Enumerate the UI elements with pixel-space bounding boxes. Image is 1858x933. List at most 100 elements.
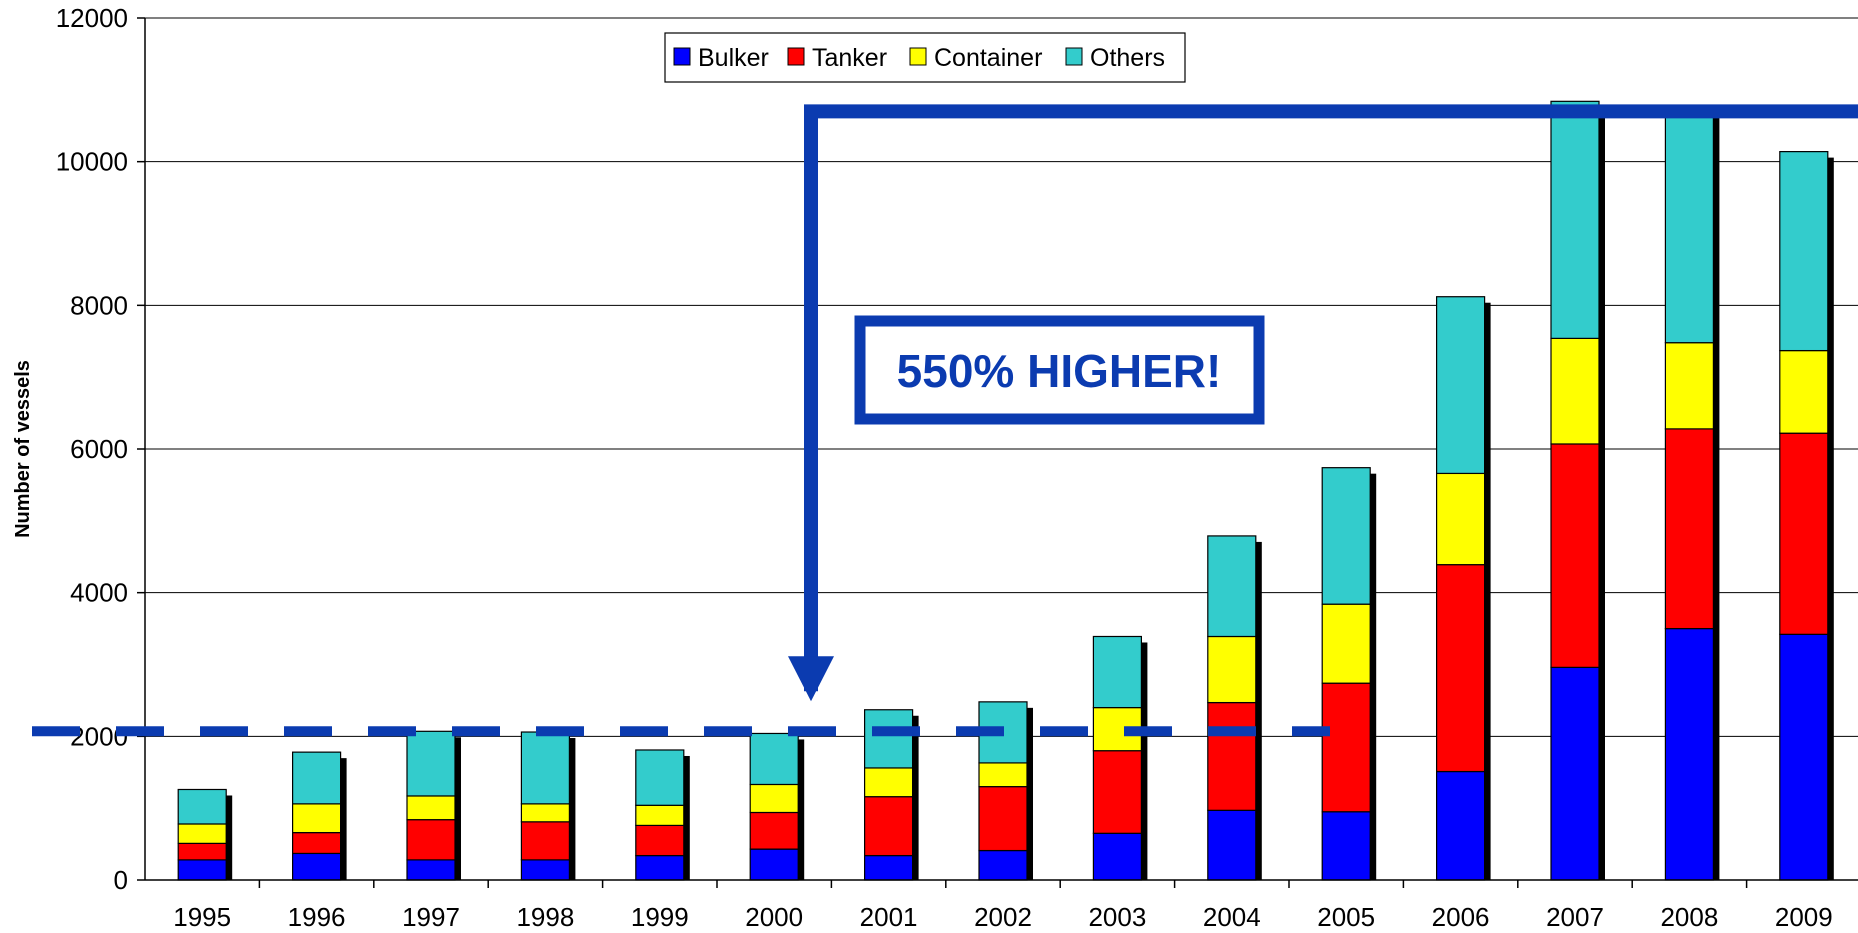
- bar-segment-tanker-1996: [292, 831, 342, 855]
- bar-segment-others-1995: [177, 788, 227, 825]
- bar-segment-others-2004: [1207, 535, 1257, 638]
- bar-shadow-1999: [683, 755, 690, 880]
- bar-segment-bulker-2007: [1550, 666, 1600, 881]
- y-tick-label-6000: 6000: [70, 434, 128, 464]
- bar-shadow-2009: [1827, 157, 1834, 881]
- legend: Bulker Tanker Container Others: [664, 32, 1186, 83]
- bar-segment-others-2006: [1435, 296, 1486, 475]
- bar-segment-bulker-1996: [292, 852, 342, 881]
- bar-shadow-2006: [1484, 302, 1491, 880]
- bar-segment-container-1998: [520, 803, 571, 823]
- bar-segment-bulker-2003: [1092, 832, 1143, 881]
- bar-segment-bulker-1995: [177, 859, 227, 881]
- bar-segment-bulker-2002: [978, 849, 1028, 881]
- bar-segment-bulker-2000: [749, 848, 799, 881]
- bar-segment-tanker-1998: [520, 821, 571, 861]
- bar-segment-tanker-2001: [863, 796, 914, 857]
- bar-segment-container-1996: [292, 803, 342, 834]
- bar-shadow-1998: [569, 738, 576, 880]
- bar-shadow-1996: [340, 758, 347, 880]
- legend-swatch-container: [909, 47, 927, 66]
- bar-shadow-2008: [1713, 111, 1720, 881]
- x-tick-label-1999: 1999: [631, 902, 689, 932]
- bar-segment-others-1998: [520, 731, 571, 805]
- bar-segment-container-1995: [177, 823, 227, 844]
- x-tick-label-2003: 2003: [1088, 902, 1146, 932]
- bar-segment-others-1997: [406, 730, 456, 797]
- y-tick-label-0: 0: [114, 865, 128, 895]
- bar-segment-bulker-2009: [1779, 633, 1829, 881]
- bar-segment-container-1997: [406, 795, 456, 821]
- bar-segment-tanker-2006: [1435, 564, 1486, 773]
- bar-segment-tanker-1995: [177, 842, 227, 861]
- bar-segment-container-1999: [635, 804, 685, 827]
- legend-swatch-bulker: [673, 47, 691, 66]
- bar-shadow-2003: [1141, 642, 1148, 880]
- bar-segment-bulker-1999: [635, 854, 685, 881]
- bar-shadow-1997: [455, 737, 461, 880]
- bar-segment-others-2009: [1779, 151, 1829, 352]
- x-tick-label-1996: 1996: [288, 902, 346, 932]
- bar-segment-others-2000: [749, 732, 799, 786]
- bar-segment-container-2002: [978, 762, 1028, 788]
- bar-segment-container-2007: [1550, 337, 1600, 445]
- bar-shadow-1995: [226, 795, 233, 880]
- bar-shadow-2001: [912, 715, 919, 880]
- bar-segment-bulker-2004: [1207, 809, 1257, 881]
- legend-label-tanker: Tanker: [812, 44, 887, 72]
- legend-label-others: Others: [1090, 44, 1165, 72]
- bar-segment-others-2007: [1550, 100, 1600, 339]
- bar-shadow-2002: [1027, 707, 1033, 880]
- y-tick-label-4000: 4000: [70, 578, 128, 608]
- bar-segment-others-2001: [863, 709, 914, 769]
- x-tick-label-2007: 2007: [1546, 902, 1604, 932]
- bar-segment-bulker-2001: [863, 854, 914, 881]
- bar-segment-container-2001: [863, 767, 914, 798]
- x-tick-label-1995: 1995: [173, 902, 231, 932]
- bar-segment-bulker-2005: [1321, 811, 1371, 881]
- bar-segment-tanker-2002: [978, 786, 1028, 852]
- y-tick-label-12000: 12000: [56, 3, 128, 33]
- bar-segment-tanker-2005: [1321, 682, 1371, 813]
- x-tick-label-2004: 2004: [1203, 902, 1261, 932]
- arrow-down-icon: [788, 656, 834, 702]
- bar-segment-others-2008: [1664, 105, 1715, 344]
- bar-segment-tanker-1997: [406, 819, 456, 861]
- bar-segment-others-1999: [635, 749, 685, 806]
- axes: 0 2000 4000 6000 8000 10000 12000 Number of ves…: [12, 3, 1858, 932]
- bar-segment-bulker-2008: [1664, 627, 1715, 881]
- bar-segment-container-2000: [749, 783, 799, 814]
- bar-segment-tanker-2000: [749, 811, 799, 850]
- y-axis-title: Number of vessels: [12, 360, 34, 538]
- legend-swatch-others: [1065, 47, 1083, 66]
- bar-segment-tanker-2004: [1207, 701, 1257, 811]
- bar-shadow-2004: [1255, 541, 1262, 880]
- bar-segment-others-1996: [292, 751, 342, 805]
- bar-segment-container-2004: [1207, 635, 1257, 704]
- x-tick-label-1997: 1997: [402, 902, 460, 932]
- x-tick-label-2002: 2002: [974, 902, 1032, 932]
- bar-shadow-2007: [1599, 107, 1605, 881]
- x-tick-label-2006: 2006: [1432, 902, 1490, 932]
- bar-segment-tanker-2009: [1779, 432, 1829, 635]
- legend-swatch-tanker: [787, 47, 805, 66]
- x-tick-label-2001: 2001: [860, 902, 918, 932]
- bar-segment-container-2009: [1779, 349, 1829, 434]
- x-tick-label-2005: 2005: [1317, 902, 1375, 932]
- bar-segment-bulker-2006: [1435, 770, 1486, 881]
- x-tick-label-1998: 1998: [516, 902, 574, 932]
- legend-label-container: Container: [934, 44, 1042, 72]
- x-tick-label-2009: 2009: [1775, 902, 1833, 932]
- x-tick-label-2000: 2000: [745, 902, 803, 932]
- bar-segment-tanker-1999: [635, 824, 685, 857]
- bar-shadow-2005: [1370, 473, 1377, 880]
- bar-shadow-2000: [798, 739, 805, 880]
- bar-segment-others-2003: [1092, 635, 1143, 709]
- growth-bracket-line: [804, 104, 1858, 692]
- bar-segment-container-2006: [1435, 472, 1486, 566]
- bar-segment-tanker-2007: [1550, 443, 1600, 668]
- annotations: 550% HIGHER!: [32, 104, 1858, 737]
- x-tick-label-2008: 2008: [1660, 902, 1718, 932]
